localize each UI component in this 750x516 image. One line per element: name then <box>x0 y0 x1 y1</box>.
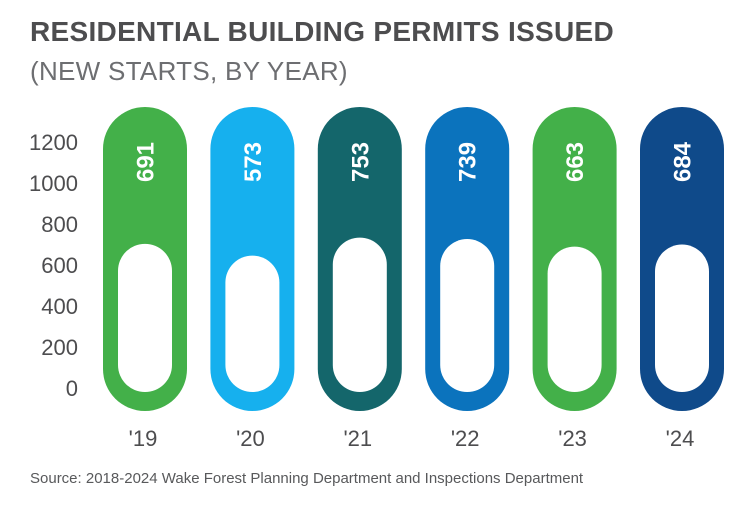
bar-group: 663 <box>532 107 617 411</box>
bar-fill-window <box>332 237 387 392</box>
data-label: 753 <box>347 142 374 182</box>
x-tick-label: '22 <box>451 426 480 451</box>
bar-fill-window <box>440 239 495 392</box>
y-tick-label: 1200 <box>29 130 78 155</box>
bar-fill-window <box>655 244 709 392</box>
y-tick-label: 400 <box>41 294 78 319</box>
chart-title: RESIDENTIAL BUILDING PERMITS ISSUED <box>30 16 615 47</box>
bar-fill-window <box>547 246 602 392</box>
data-label: 663 <box>562 142 589 182</box>
bar-fill-window <box>225 255 280 392</box>
bar-group: 573 <box>210 107 295 411</box>
y-tick-label: 200 <box>41 335 78 360</box>
x-tick-label: '24 <box>666 426 695 451</box>
y-tick-label: 600 <box>41 253 78 278</box>
bar-group: 739 <box>425 107 510 411</box>
bar-group: 684 <box>640 107 724 411</box>
x-tick-label: '20 <box>236 426 265 451</box>
data-label: 573 <box>240 142 267 182</box>
y-tick-label: 800 <box>41 212 78 237</box>
data-label: 684 <box>670 141 697 182</box>
data-label: 691 <box>133 142 160 182</box>
y-tick-label: 1000 <box>29 171 78 196</box>
bar-fill-window <box>118 243 172 392</box>
x-tick-label: '23 <box>558 426 587 451</box>
chart-subtitle: (NEW STARTS, BY YEAR) <box>30 56 348 86</box>
data-label: 739 <box>455 142 482 182</box>
x-tick-label: '21 <box>343 426 372 451</box>
y-tick-label: 0 <box>66 376 78 401</box>
source-note: Source: 2018-2024 Wake Forest Planning D… <box>30 470 584 487</box>
bar-group: 691 <box>103 107 187 411</box>
bar-group: 753 <box>317 107 402 411</box>
x-tick-label: '19 <box>129 426 158 451</box>
